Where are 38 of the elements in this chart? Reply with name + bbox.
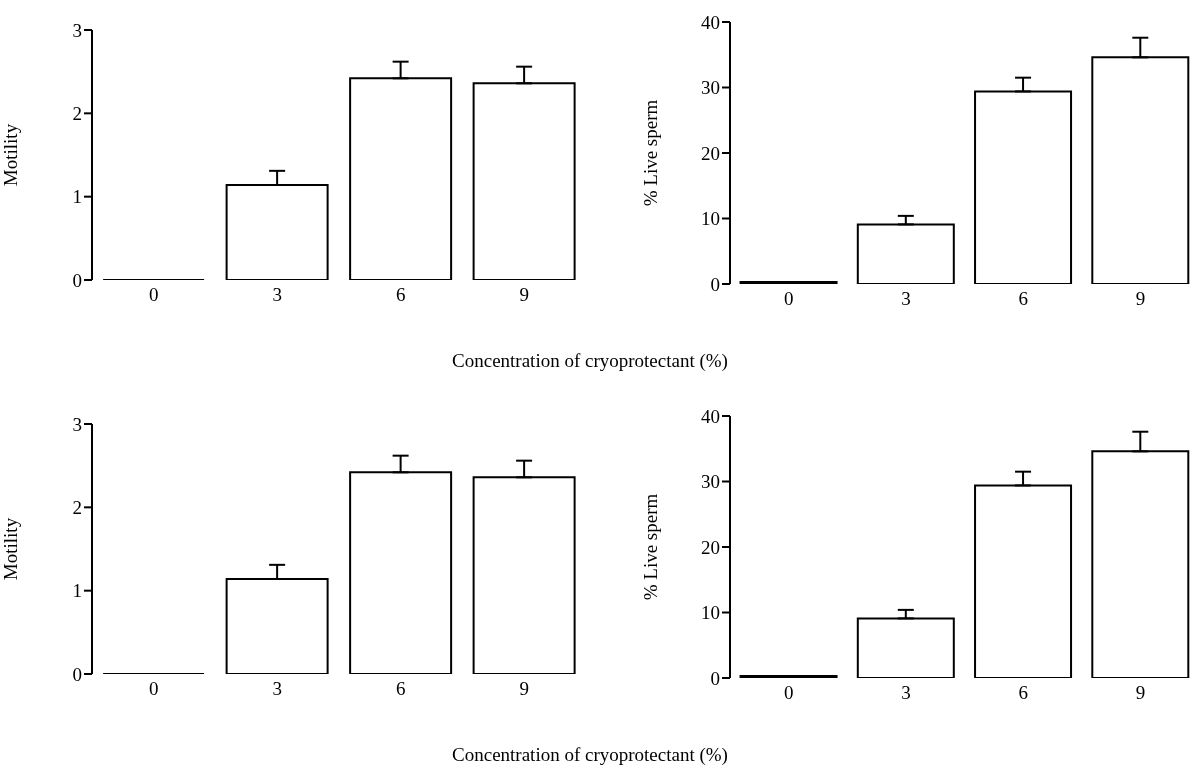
x-tick-label: 3	[272, 284, 282, 306]
y-axis-title: % Live sperm	[639, 99, 661, 207]
y-tick-label: 2	[72, 103, 82, 125]
y-tick-label: 20	[701, 142, 720, 164]
x-tick-label: 9	[519, 284, 529, 306]
x-tick-label: 6	[396, 678, 406, 700]
y-tick-label: 1	[72, 580, 82, 602]
y-tick-label: 1	[72, 186, 82, 208]
x-tick-label: 3	[901, 288, 911, 310]
x-tick-label: 9	[1135, 288, 1146, 310]
x-tick-label: 3	[901, 682, 911, 704]
y-tick-label: 20	[701, 536, 720, 558]
x-tick-label: 3	[272, 678, 282, 700]
x-tick-label: 0	[783, 682, 794, 704]
y-tick-label: 40	[701, 405, 720, 427]
y-tick-label: 30	[701, 77, 720, 99]
x-tick-label: 9	[519, 678, 529, 700]
y-tick-label: 0	[72, 663, 82, 685]
y-axis-title: Motility	[0, 517, 21, 581]
x-axis-title: Concentration of cryoprotectant (%)	[451, 350, 729, 372]
y-tick-label: 3	[72, 19, 82, 41]
y-tick-label: 10	[701, 208, 720, 230]
y-axis-title: Motility	[0, 123, 21, 187]
x-tick-label: 9	[1135, 682, 1146, 704]
x-axis-title: Concentration of cryoprotectant (%)	[451, 744, 729, 766]
y-tick-label: 0	[72, 269, 82, 291]
y-tick-label: 30	[701, 471, 720, 493]
x-tick-label: 0	[149, 284, 159, 306]
x-tick-label: 0	[783, 288, 794, 310]
y-tick-label: 3	[72, 413, 82, 435]
x-tick-label: 6	[1018, 288, 1028, 310]
y-axis-title: % Live sperm	[639, 493, 661, 601]
x-tick-label: 0	[149, 678, 159, 700]
x-tick-label: 6	[1018, 682, 1028, 704]
y-tick-label: 2	[72, 497, 82, 519]
y-tick-label: 10	[701, 602, 720, 624]
y-tick-label: 40	[701, 11, 720, 33]
x-tick-label: 6	[396, 284, 406, 306]
